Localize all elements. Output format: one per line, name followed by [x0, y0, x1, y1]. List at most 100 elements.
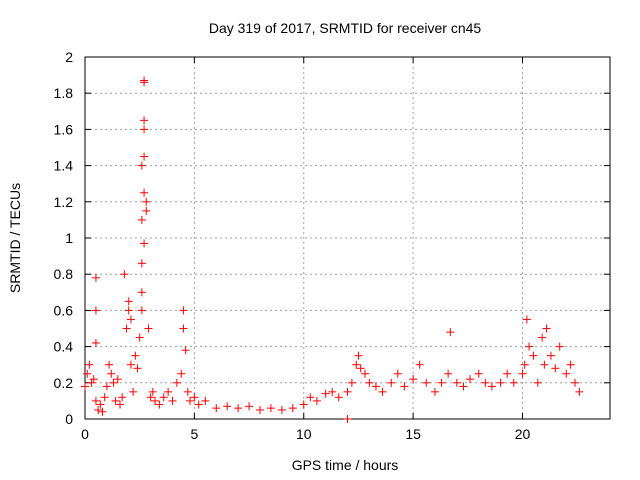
data-point	[137, 215, 146, 224]
y-tick-label: 1.4	[54, 158, 74, 174]
data-point	[452, 378, 461, 387]
data-point	[179, 324, 188, 333]
data-point	[133, 364, 142, 373]
data-point	[91, 273, 100, 282]
data-point	[538, 333, 547, 342]
data-point	[245, 402, 254, 411]
data-point	[135, 333, 144, 342]
data-point	[159, 393, 168, 402]
data-point	[474, 369, 483, 378]
data-point	[525, 342, 534, 351]
axis-ticks	[84, 56, 610, 420]
data-point	[446, 328, 455, 337]
data-point	[201, 396, 210, 405]
x-tick-label: 20	[515, 426, 531, 442]
data-point	[96, 400, 105, 409]
data-point	[190, 393, 199, 402]
data-point	[124, 306, 133, 315]
data-point	[393, 369, 402, 378]
data-point	[288, 404, 297, 413]
data-point	[540, 360, 549, 369]
y-tick-label: 1.6	[54, 121, 74, 137]
data-point	[131, 351, 140, 360]
data-point	[387, 378, 396, 387]
data-point	[100, 393, 109, 402]
data-point	[102, 382, 111, 391]
data-point	[94, 405, 103, 414]
data-point	[459, 382, 468, 391]
data-point	[137, 306, 146, 315]
data-point	[91, 338, 100, 347]
data-point	[91, 306, 100, 315]
data-point	[120, 270, 129, 279]
data-point	[562, 369, 571, 378]
data-point	[234, 404, 243, 413]
data-point	[522, 315, 531, 324]
y-axis-label: SRMTID / TECUs	[7, 183, 23, 293]
data-point	[186, 396, 194, 405]
data-point	[111, 396, 120, 405]
data-point	[194, 400, 203, 409]
data-point	[520, 360, 529, 369]
data-point	[415, 360, 424, 369]
grid-lines	[85, 57, 610, 419]
x-tick-label: 5	[190, 426, 198, 442]
data-point	[126, 360, 135, 369]
data-point	[529, 351, 538, 360]
data-point	[361, 369, 369, 378]
data-point	[266, 404, 275, 413]
data-point	[168, 396, 177, 405]
data-point	[256, 405, 264, 414]
data-point	[437, 378, 446, 387]
data-point	[533, 378, 542, 387]
data-point	[118, 393, 127, 402]
y-tick-label: 0.6	[54, 302, 74, 318]
data-point	[140, 152, 149, 161]
y-tick-label: 1.2	[54, 194, 74, 210]
data-point	[109, 378, 118, 387]
data-point	[575, 387, 584, 396]
data-point	[81, 382, 89, 391]
data-point	[164, 387, 173, 396]
data-point	[140, 188, 149, 197]
data-point	[321, 389, 330, 398]
data-point	[140, 78, 149, 87]
data-point	[546, 351, 555, 360]
data-point	[566, 360, 575, 369]
data-point	[177, 369, 186, 378]
data-point	[365, 378, 374, 387]
data-point	[129, 387, 138, 396]
data-point	[354, 351, 363, 360]
data-point	[312, 396, 321, 405]
y-tick-label: 0.4	[54, 339, 74, 355]
x-tick-labels: 0 5 10 15 20	[81, 426, 530, 442]
data-point	[137, 288, 146, 297]
data-point	[142, 197, 151, 206]
data-point	[83, 369, 92, 378]
data-points	[81, 76, 584, 423]
data-point	[356, 364, 365, 373]
data-point	[144, 324, 153, 333]
data-point	[113, 375, 122, 384]
data-point	[299, 400, 308, 409]
data-point	[179, 306, 188, 315]
data-point	[431, 387, 439, 396]
data-point	[487, 382, 496, 391]
data-point	[503, 369, 512, 378]
data-point	[223, 402, 232, 411]
data-point	[89, 375, 98, 384]
data-point	[137, 259, 146, 268]
data-point	[105, 360, 114, 369]
data-point	[444, 369, 453, 378]
data-point	[85, 360, 94, 369]
data-point	[107, 369, 116, 378]
data-point	[98, 407, 107, 416]
data-point	[466, 375, 474, 384]
data-point	[334, 393, 343, 402]
x-tick-label: 10	[296, 426, 312, 442]
data-point	[116, 400, 124, 409]
y-tick-label: 0.2	[54, 375, 74, 391]
data-point	[181, 346, 190, 355]
x-axis-label: GPS time / hours	[292, 457, 399, 473]
y-tick-labels: 0 0.2 0.4 0.6 0.8 1 1.2 1.4 1.6 1.8 2	[54, 49, 74, 427]
